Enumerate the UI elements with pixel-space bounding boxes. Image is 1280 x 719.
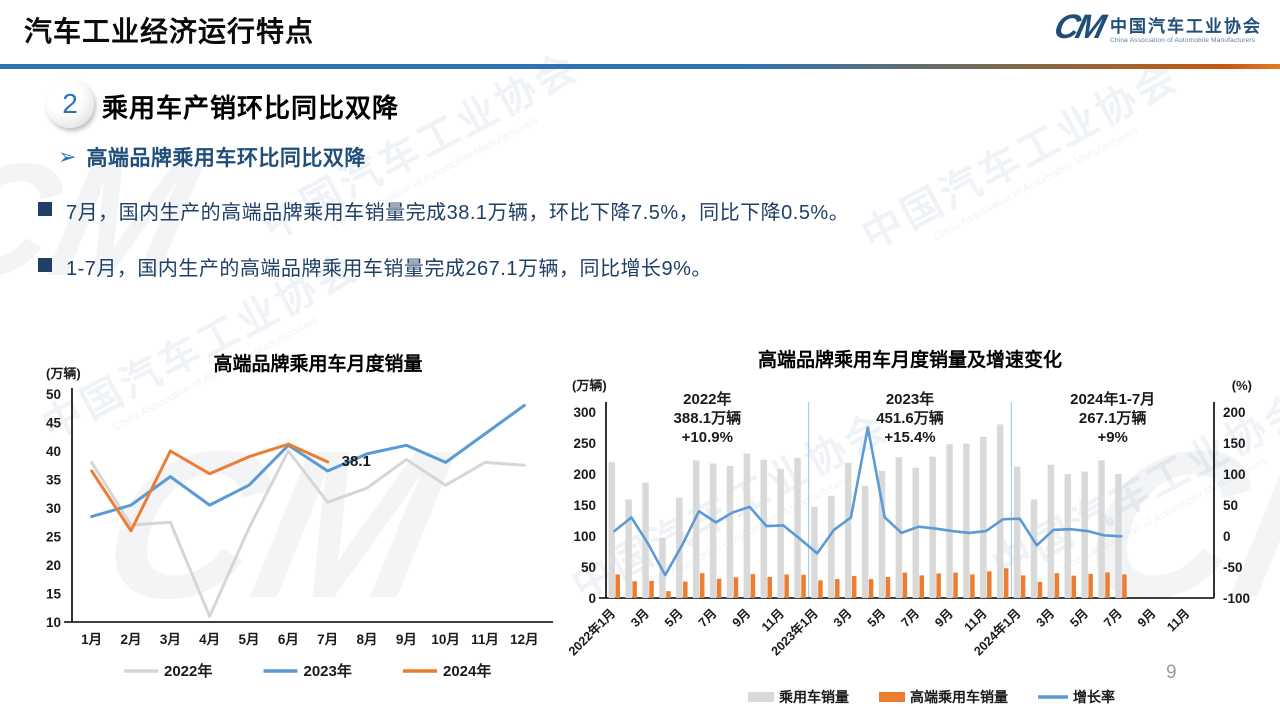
svg-text:4月: 4月 xyxy=(199,632,220,647)
svg-text:7月: 7月 xyxy=(898,606,922,630)
subheading-row: ➢ 高端品牌乘用车环比同比双降 xyxy=(58,142,366,172)
caam-logo: CM 中国汽车工业协会 China Association of Automob… xyxy=(1050,8,1262,47)
svg-text:9月: 9月 xyxy=(730,606,754,630)
section-heading: 乘用车产销环比同比双降 xyxy=(102,93,400,123)
bullet-item: 1-7月，国内生产的高端品牌乘用车销量完成267.1万辆，同比增长9%。 xyxy=(38,252,1248,281)
svg-text:5月: 5月 xyxy=(238,632,259,647)
svg-text:45: 45 xyxy=(46,416,62,431)
svg-text:3月: 3月 xyxy=(628,606,652,630)
header-divider-line xyxy=(0,64,1280,69)
svg-text:100: 100 xyxy=(573,529,596,544)
bullet-text: 1-7月，国内生产的高端品牌乘用车销量完成267.1万辆，同比增长9%。 xyxy=(66,258,712,280)
svg-text:增长率: 增长率 xyxy=(1073,689,1115,705)
svg-text:2月: 2月 xyxy=(120,632,141,647)
svg-text:200: 200 xyxy=(573,467,596,482)
svg-text:50: 50 xyxy=(581,560,596,575)
bullet-item: 7月，国内生产的高端品牌乘用车销量完成38.1万辆，环比下降7.5%，同比下降0… xyxy=(38,196,1248,225)
svg-text:高端品牌乘用车月度销量及增速变化: 高端品牌乘用车月度销量及增速变化 xyxy=(758,348,1062,371)
svg-text:9月: 9月 xyxy=(1135,606,1159,630)
caam-logo-name-en: China Association of Automobile Manufact… xyxy=(1110,36,1256,44)
svg-text:7月: 7月 xyxy=(1101,606,1125,630)
svg-text:2022年1月: 2022年1月 xyxy=(565,606,618,659)
svg-text:250: 250 xyxy=(573,436,596,451)
svg-text:3月: 3月 xyxy=(1034,606,1058,630)
svg-text:12月: 12月 xyxy=(510,632,539,647)
svg-text:3月: 3月 xyxy=(160,632,181,647)
svg-text:150: 150 xyxy=(573,498,596,513)
svg-text:6月: 6月 xyxy=(278,632,299,647)
svg-text:50: 50 xyxy=(46,387,61,402)
svg-text:+15.4%: +15.4% xyxy=(884,429,935,446)
svg-text:7月: 7月 xyxy=(696,606,720,630)
svg-text:2023年: 2023年 xyxy=(304,662,352,680)
subheading-text: 高端品牌乘用车环比同比双降 xyxy=(86,147,366,170)
svg-text:40: 40 xyxy=(46,444,61,459)
svg-text:高端乘用车销量: 高端乘用车销量 xyxy=(910,689,1008,705)
svg-text:300: 300 xyxy=(573,405,596,420)
svg-text:38.1: 38.1 xyxy=(342,453,371,470)
page-title: 汽车工业经济运行特点 xyxy=(24,16,315,47)
svg-text:2023年: 2023年 xyxy=(886,390,934,408)
svg-text:11月: 11月 xyxy=(962,606,990,634)
svg-text:9月: 9月 xyxy=(932,606,956,630)
svg-text:100: 100 xyxy=(1223,467,1246,482)
svg-text:0: 0 xyxy=(588,591,596,606)
square-bullet-icon xyxy=(38,258,52,272)
svg-text:200: 200 xyxy=(1223,405,1246,420)
svg-text:3月: 3月 xyxy=(831,606,855,630)
svg-text:5月: 5月 xyxy=(662,606,686,630)
svg-text:11月: 11月 xyxy=(471,632,499,647)
svg-text:(万辆): (万辆) xyxy=(46,366,81,381)
svg-text:-50: -50 xyxy=(1223,560,1243,575)
bullet-text: 7月，国内生产的高端品牌乘用车销量完成38.1万辆，环比下降7.5%，同比下降0… xyxy=(66,202,850,224)
caam-logo-name-cn: 中国汽车工业协会 xyxy=(1110,16,1262,36)
svg-text:267.1万辆: 267.1万辆 xyxy=(1079,409,1147,427)
svg-text:高端品牌乘用车月度销量: 高端品牌乘用车月度销量 xyxy=(213,352,422,375)
svg-text:(万辆): (万辆) xyxy=(572,378,607,393)
svg-text:388.1万辆: 388.1万辆 xyxy=(674,409,742,427)
svg-text:2024年: 2024年 xyxy=(443,662,491,680)
svg-text:+9%: +9% xyxy=(1097,429,1127,446)
svg-text:35: 35 xyxy=(46,473,62,488)
caam-logo-mark-icon: CM xyxy=(1050,8,1107,46)
svg-text:10: 10 xyxy=(46,615,61,630)
svg-text:5月: 5月 xyxy=(1067,606,1091,630)
svg-text:11月: 11月 xyxy=(759,606,787,634)
svg-text:2022年: 2022年 xyxy=(164,662,212,680)
svg-text:1月: 1月 xyxy=(81,632,102,647)
svg-text:15: 15 xyxy=(46,587,62,602)
svg-text:50: 50 xyxy=(1223,498,1238,513)
monthly-sales-line-chart: 高端品牌乘用车月度销量 (万辆) 50 45 40 35 30 25 20 15 10 1月 2月 3月 4… xyxy=(46,352,553,680)
svg-text:451.6万辆: 451.6万辆 xyxy=(876,409,944,427)
svg-text:8月: 8月 xyxy=(356,632,377,647)
page-number: 9 xyxy=(1166,662,1177,683)
svg-text:5月: 5月 xyxy=(865,606,889,630)
svg-text:9月: 9月 xyxy=(396,632,417,647)
svg-text:2024年1-7月: 2024年1-7月 xyxy=(1070,390,1155,408)
svg-text:2022年: 2022年 xyxy=(683,390,731,408)
svg-text:+10.9%: +10.9% xyxy=(682,429,733,446)
svg-text:乘用车销量: 乘用车销量 xyxy=(778,689,849,705)
svg-text:0: 0 xyxy=(1223,529,1231,544)
svg-text:25: 25 xyxy=(46,530,62,545)
svg-text:7月: 7月 xyxy=(317,632,338,647)
square-bullet-icon xyxy=(38,202,52,216)
svg-text:30: 30 xyxy=(46,501,61,516)
svg-text:-100: -100 xyxy=(1223,591,1250,606)
svg-text:150: 150 xyxy=(1223,436,1246,451)
arrow-bullet-icon: ➢ xyxy=(58,144,77,169)
section-number-badge: 2 xyxy=(46,80,94,128)
svg-text:10月: 10月 xyxy=(431,632,460,647)
svg-text:20: 20 xyxy=(46,558,61,573)
sales-and-growth-combo-chart: 高端品牌乘用车月度销量及增速变化 (万辆) (%) 0 50 100 150 200 250 30… xyxy=(565,348,1252,705)
svg-text:11月: 11月 xyxy=(1164,606,1192,634)
svg-text:(%): (%) xyxy=(1232,378,1252,393)
